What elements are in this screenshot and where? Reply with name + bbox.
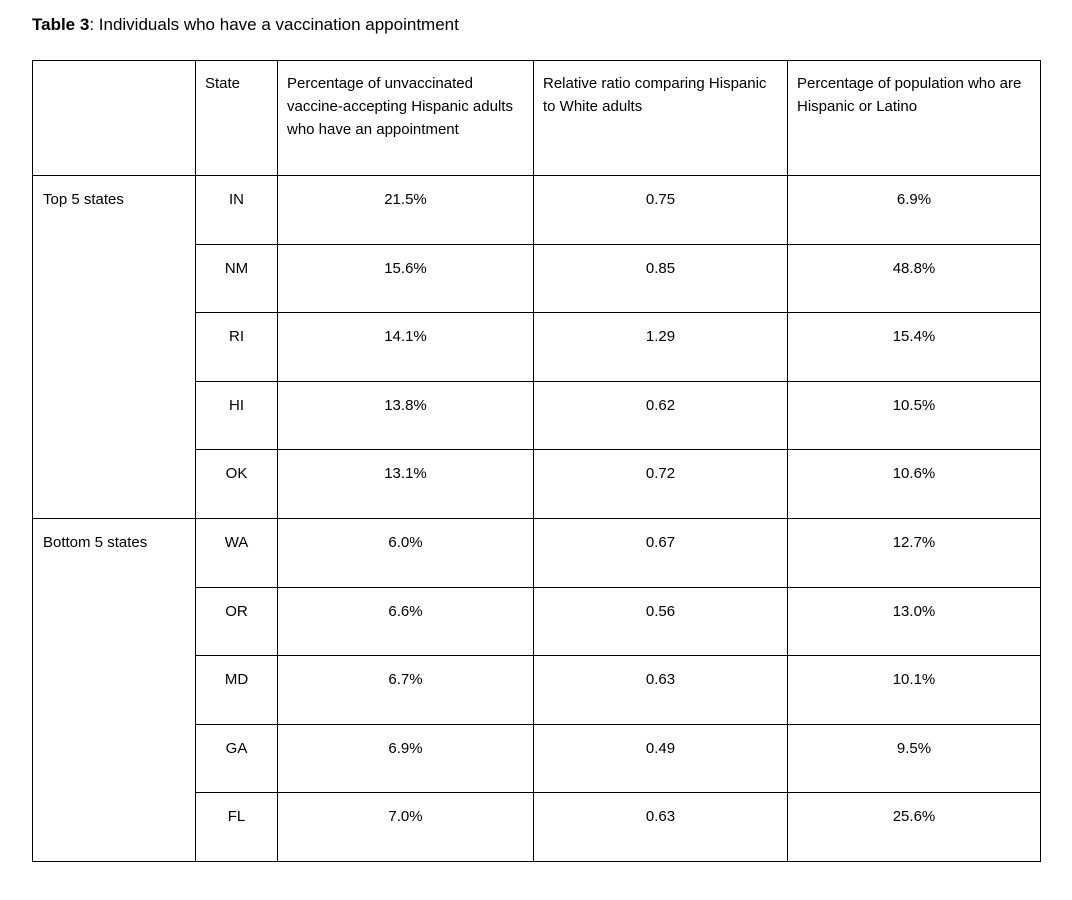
cell-relative-ratio: 0.62 (533, 380, 788, 451)
cell-appointment-pct: 15.6% (277, 243, 534, 314)
vaccination-appointment-table: State Percentage of unvaccinated vaccine-… (32, 60, 1041, 862)
cell-relative-ratio: 0.72 (533, 449, 788, 519)
column-header-population-pct: Percentage of population who are Hispani… (787, 60, 1041, 176)
cell-population-pct: 6.9% (787, 175, 1041, 245)
cell-state: HI (195, 380, 278, 451)
cell-appointment-pct: 21.5% (277, 175, 534, 245)
column-header-relative-ratio: Relative ratio comparing Hispanic to Whi… (533, 60, 788, 176)
cell-relative-ratio: 0.49 (533, 723, 788, 794)
table-row: NM 15.6% 0.85 48.8% (33, 243, 1041, 314)
cell-relative-ratio: 0.75 (533, 175, 788, 245)
table-caption: Table 3: Individuals who have a vaccinat… (32, 14, 1040, 36)
cell-population-pct: 48.8% (787, 243, 1041, 314)
row-group-label: Bottom 5 states (32, 517, 196, 862)
cell-population-pct: 10.5% (787, 380, 1041, 451)
table-row: Bottom 5 states WA 6.0% 0.67 12.7% (32, 517, 1041, 862)
column-header-state: State (195, 60, 278, 176)
cell-state: MD (195, 655, 278, 725)
cell-population-pct: 12.7% (787, 517, 1041, 588)
cell-state: NM (195, 243, 278, 314)
cell-population-pct: 15.4% (787, 312, 1041, 382)
table-row: FL 7.0% 0.63 25.6% (33, 792, 1041, 862)
cell-state: WA (195, 517, 278, 588)
table-caption-text: : Individuals who have a vaccination app… (89, 15, 459, 34)
table-row: Top 5 states IN 21.5% 0.75 6.9% (32, 175, 1041, 519)
cell-appointment-pct: 6.7% (277, 655, 534, 725)
cell-relative-ratio: 0.63 (533, 792, 788, 862)
cell-population-pct: 9.5% (787, 723, 1041, 794)
table-row: OR 6.6% 0.56 13.0% (33, 586, 1041, 657)
cell-state: OR (195, 586, 278, 657)
cell-population-pct: 10.6% (787, 449, 1041, 519)
cell-appointment-pct: 6.9% (277, 723, 534, 794)
table-row: RI 14.1% 1.29 15.4% (33, 312, 1041, 382)
table-header-row: State Percentage of unvaccinated vaccine-… (32, 60, 1041, 176)
table-caption-label: Table 3 (32, 15, 90, 34)
cell-relative-ratio: 0.56 (533, 586, 788, 657)
cell-state: GA (195, 723, 278, 794)
cell-state: IN (195, 175, 278, 245)
cell-relative-ratio: 0.67 (533, 517, 788, 588)
cell-appointment-pct: 13.1% (277, 449, 534, 519)
cell-relative-ratio: 1.29 (533, 312, 788, 382)
column-header-group (32, 60, 196, 176)
cell-appointment-pct: 6.0% (277, 517, 534, 588)
cell-population-pct: 13.0% (787, 586, 1041, 657)
cell-appointment-pct: 13.8% (277, 380, 534, 451)
row-group-label: Top 5 states (32, 175, 196, 519)
cell-relative-ratio: 0.85 (533, 243, 788, 314)
cell-state: RI (195, 312, 278, 382)
table-row: OK 13.1% 0.72 10.6% (33, 449, 1041, 519)
column-header-appointment-pct: Percentage of unvaccinated vaccine-accep… (277, 60, 534, 176)
table-row: GA 6.9% 0.49 9.5% (33, 723, 1041, 794)
cell-state: FL (195, 792, 278, 862)
cell-appointment-pct: 7.0% (277, 792, 534, 862)
cell-population-pct: 10.1% (787, 655, 1041, 725)
table-row: MD 6.7% 0.63 10.1% (33, 655, 1041, 725)
cell-state: OK (195, 449, 278, 519)
cell-appointment-pct: 6.6% (277, 586, 534, 657)
cell-appointment-pct: 14.1% (277, 312, 534, 382)
cell-population-pct: 25.6% (787, 792, 1041, 862)
table-row: HI 13.8% 0.62 10.5% (33, 380, 1041, 451)
cell-relative-ratio: 0.63 (533, 655, 788, 725)
